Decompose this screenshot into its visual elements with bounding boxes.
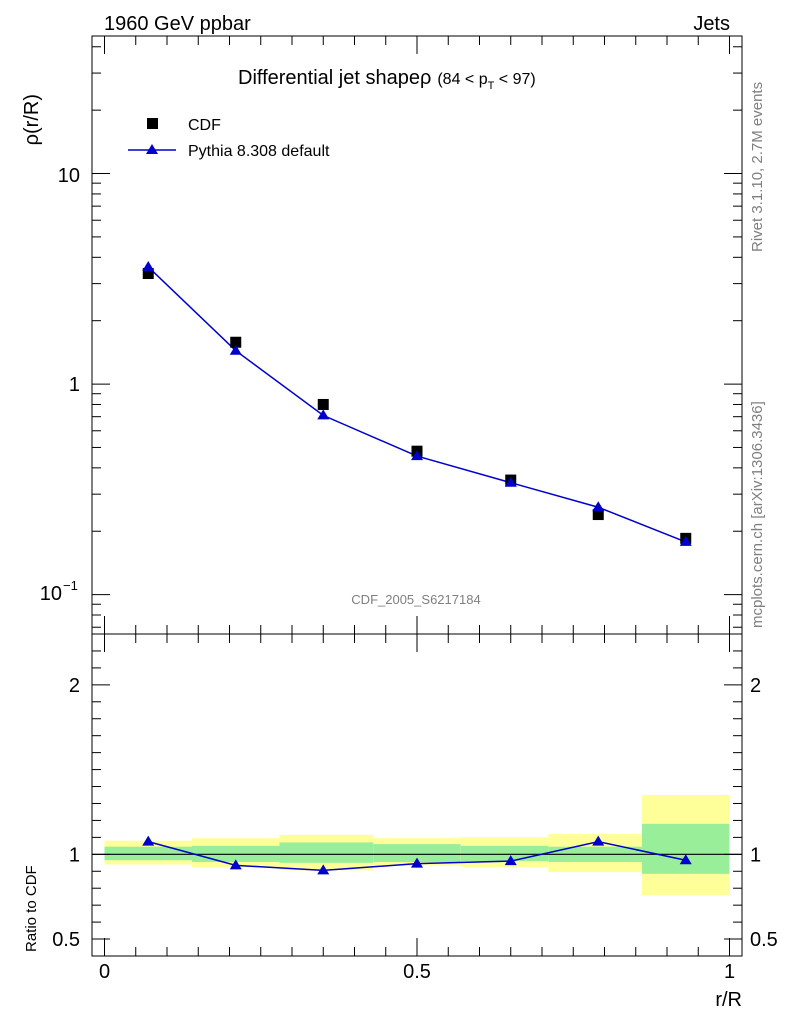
y-tick-label-0-1: 10 xyxy=(40,583,62,605)
pythia-point xyxy=(142,260,155,271)
ratio-band-green-2 xyxy=(279,842,374,863)
ratio-pythia-point xyxy=(504,855,517,866)
ratio-pythia-point xyxy=(592,835,605,846)
cdf-point xyxy=(142,268,154,280)
y-tick-label-0-1-exponent: −1 xyxy=(63,578,78,593)
ratio-y-tick-label-0-5-right: 0.5 xyxy=(750,929,778,951)
x-tick-label-0: 0 xyxy=(99,961,110,983)
main-y-tick-labels: 10 1 10 −1 xyxy=(40,165,80,605)
mcplots-label: mcplots.cern.ch [arXiv:1306.3436] xyxy=(749,401,766,628)
ratio-y-tick-label-1-right: 1 xyxy=(750,844,761,866)
legend-label-pythia: Pythia 8.308 default xyxy=(188,143,330,160)
pythia-line xyxy=(147,266,687,543)
y-tick-label-10: 10 xyxy=(58,165,80,187)
ratio-pythia-point xyxy=(679,854,692,865)
ratio-pythia-point xyxy=(317,864,330,875)
pythia-point xyxy=(229,344,242,355)
ratio-y-tick-label-0-5: 0.5 xyxy=(52,929,80,951)
x-tick-label-1: 1 xyxy=(724,961,735,983)
header-left-label: 1960 GeV ppbar xyxy=(104,13,251,35)
ratio-band-green-6 xyxy=(642,823,730,874)
pythia-point xyxy=(317,409,330,420)
ratio-y-tick-label-1: 1 xyxy=(69,844,80,866)
x-tick-labels: 0 0.5 1 xyxy=(99,961,735,983)
chart-title-range: (84 < p xyxy=(437,71,487,88)
ratio-uncertainty-bands xyxy=(104,795,730,895)
legend-marker-pythia xyxy=(146,144,158,154)
ratio-data-series xyxy=(142,835,692,875)
main-plot-panel: 10 1 10 −1 ρ(r/R) Differential jet shape… xyxy=(21,35,743,635)
ratio-y-axis-label: Ratio to CDF xyxy=(23,865,40,952)
ratio-y-tick-labels: 2 1 0.5 2 1 0.5 xyxy=(52,675,778,951)
x-axis-label: r/R xyxy=(715,989,742,1011)
pythia-point xyxy=(504,476,517,487)
ratio-plot-panel: 2 1 0.5 2 1 0.5 Ratio to CDF 0 0.5 1 r/R xyxy=(23,633,778,1011)
header-right-label: Jets xyxy=(693,13,730,35)
x-tick-label-0-5: 0.5 xyxy=(403,961,431,983)
pythia-point xyxy=(411,450,423,461)
chart-title: Differential jet shapeρ (84 < pT < 97) xyxy=(238,67,536,92)
pythia-point xyxy=(679,535,692,546)
ratio-pythia-point xyxy=(142,835,155,846)
ratio-band-green-3 xyxy=(373,844,461,862)
ratio-axis-ticks xyxy=(92,634,742,956)
legend-label-cdf: CDF xyxy=(188,117,221,134)
main-axis-ticks xyxy=(92,36,742,634)
legend-marker-cdf xyxy=(147,118,158,129)
chart-title-subscript: T xyxy=(488,80,495,92)
ratio-pythia-point xyxy=(229,859,242,870)
cdf-point xyxy=(592,509,604,521)
legend: CDF Pythia 8.308 default xyxy=(128,117,330,160)
chart-title-main: Differential jet shapeρ xyxy=(238,67,431,89)
main-data-series xyxy=(142,260,692,546)
cdf-point xyxy=(317,398,329,410)
ratio-pythia-point xyxy=(411,857,423,868)
chart-title-range-end: < 97) xyxy=(494,71,535,88)
ratio-band-green-4 xyxy=(460,845,549,862)
y-tick-label-1: 1 xyxy=(69,374,80,396)
pythia-point xyxy=(592,501,605,512)
rivet-version-label: Rivet 3.1.10, 2.7M events xyxy=(749,82,766,252)
ratio-band-green-0 xyxy=(104,846,192,861)
analysis-watermark: CDF_2005_S6217184 xyxy=(351,592,480,607)
ratio-y-tick-label-2: 2 xyxy=(69,675,80,697)
ratio-y-tick-label-2-right: 2 xyxy=(750,675,761,697)
main-y-axis-label: ρ(r/R) xyxy=(21,94,43,145)
cdf-point xyxy=(230,336,242,348)
